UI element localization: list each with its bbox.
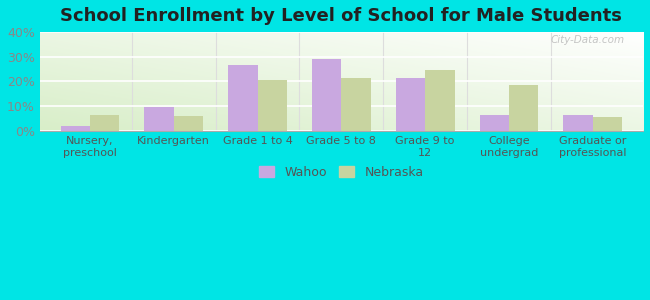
Bar bbox=[312, 59, 341, 131]
Bar bbox=[228, 65, 257, 131]
Legend: Wahoo, Nebraska: Wahoo, Nebraska bbox=[254, 160, 428, 184]
Bar bbox=[593, 117, 622, 131]
Title: School Enrollment by Level of School for Male Students: School Enrollment by Level of School for… bbox=[60, 7, 622, 25]
Bar bbox=[257, 80, 287, 131]
Text: City-Data.com: City-Data.com bbox=[551, 35, 625, 45]
Bar bbox=[425, 70, 454, 131]
Bar bbox=[564, 115, 593, 131]
Bar bbox=[509, 85, 538, 131]
Bar bbox=[60, 126, 90, 131]
Bar bbox=[480, 115, 509, 131]
Bar bbox=[341, 78, 370, 131]
Bar bbox=[144, 107, 174, 131]
Bar bbox=[90, 115, 120, 131]
Bar bbox=[174, 116, 203, 131]
Bar bbox=[396, 78, 425, 131]
